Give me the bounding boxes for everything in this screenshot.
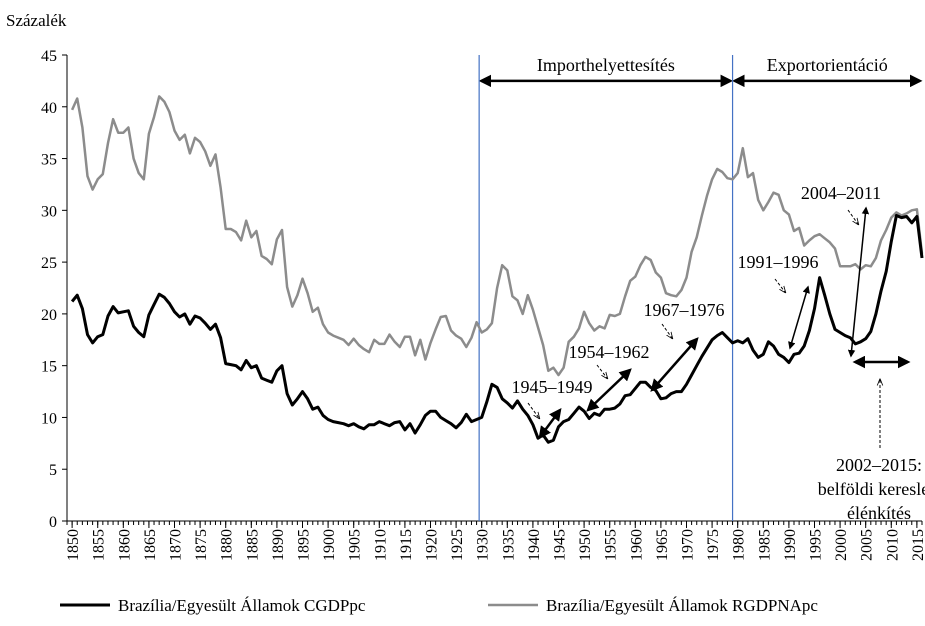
x-tick-label: 1960 [628, 529, 645, 561]
y-tick-label: 30 [41, 203, 57, 220]
arrow [775, 279, 785, 292]
note: 2002–2015: [836, 455, 922, 475]
arrow [652, 339, 697, 390]
x-tick-label: 1875 [193, 529, 210, 561]
note: belföldi kereslet- [818, 479, 925, 499]
series-line [72, 216, 922, 443]
annotation: 1991–1996 [738, 252, 819, 272]
x-tick-label: 1850 [65, 529, 82, 561]
x-tick-label: 1980 [731, 529, 748, 561]
y-tick-label: 25 [41, 255, 57, 272]
x-tick-label: 1885 [244, 529, 261, 561]
x-tick-label: 1855 [91, 529, 108, 561]
arrow [851, 208, 866, 356]
x-tick-label: 1975 [705, 529, 722, 561]
arrow [588, 370, 630, 410]
x-tick-label: 2010 [884, 529, 901, 561]
annotation: 1967–1976 [644, 300, 725, 320]
legend-label: Brazília/Egyesült Államok RGDPNApc [546, 596, 818, 615]
x-tick-label: 1950 [577, 529, 594, 561]
period-label: Exportorientáció [767, 55, 888, 75]
x-tick-label: 1915 [398, 529, 415, 561]
x-tick-label: 1900 [321, 529, 338, 561]
x-tick-label: 1890 [270, 529, 287, 561]
x-tick-label: 1860 [116, 529, 133, 561]
arrow [662, 324, 672, 338]
x-tick-label: 1865 [142, 529, 159, 561]
legend-label: Brazília/Egyesült Államok CGDPpc [118, 596, 366, 615]
x-tick-label: 1990 [782, 529, 799, 561]
arrow [848, 210, 858, 224]
x-tick-label: 1970 [679, 529, 696, 561]
y-axis-label: Százalék [6, 11, 67, 30]
x-tick-label: 1895 [296, 529, 313, 561]
y-tick-label: 0 [49, 514, 57, 531]
arrow [597, 365, 607, 378]
x-tick-label: 1995 [807, 529, 824, 561]
note: élénkítés [847, 503, 911, 523]
x-tick-label: 1925 [449, 529, 466, 561]
annotation: 1954–1962 [569, 342, 650, 362]
y-tick-label: 15 [41, 359, 57, 376]
period-label: Importhelyettesítés [537, 55, 675, 75]
y-tick-label: 40 [41, 100, 57, 117]
x-tick-label: 1945 [551, 529, 568, 561]
x-tick-label: 1940 [526, 529, 543, 561]
y-tick-label: 20 [41, 307, 57, 324]
x-tick-label: 1880 [219, 529, 236, 561]
x-tick-label: 1935 [500, 529, 517, 561]
annotation: 1945–1949 [512, 377, 593, 397]
x-tick-label: 1920 [424, 529, 441, 561]
x-tick-label: 2000 [833, 529, 850, 561]
x-tick-label: 1985 [756, 529, 773, 561]
x-tick-label: 2015 [910, 529, 925, 561]
y-tick-label: 5 [49, 462, 57, 479]
y-tick-label: 45 [41, 48, 57, 65]
x-tick-label: 1870 [168, 529, 185, 561]
x-tick-label: 2005 [859, 529, 876, 561]
x-tick-label: 1910 [372, 529, 389, 561]
x-tick-label: 1930 [475, 529, 492, 561]
y-tick-label: 35 [41, 152, 57, 169]
x-tick-label: 1955 [603, 529, 620, 561]
x-tick-label: 1965 [654, 529, 671, 561]
y-tick-label: 10 [41, 410, 57, 427]
x-tick-label: 1905 [347, 529, 364, 561]
annotation: 2004–2011 [801, 183, 881, 203]
